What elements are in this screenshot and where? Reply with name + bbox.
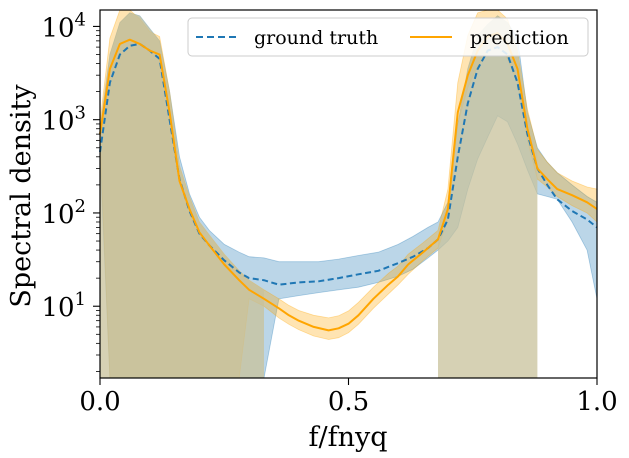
line-prediction [99,32,598,332]
y-tick-label: 102 [41,196,86,230]
series-lines [99,32,598,332]
y-axis-label: Spectral density [6,84,37,308]
uncertainty-bands [99,9,598,379]
y-axis-ticks: 101 102 103 104 [41,9,100,372]
x-axis-label: f/fnyq [308,422,387,453]
legend-box [187,17,589,57]
x-axis-ticks: 0.0 0.5 1.0 [79,378,618,417]
x-tick-label: 1.0 [576,387,617,417]
legend-label-ground-truth: ground truth [254,27,378,49]
y-tick-label: 103 [41,103,86,137]
background-region-1 [438,15,538,379]
x-tick-label: 0.0 [79,387,120,417]
line-ground-truth [99,42,598,286]
x-tick-label: 0.5 [328,387,369,417]
legend: ground truth prediction [187,17,589,57]
y-tick-label: 104 [41,9,86,43]
legend-label-prediction: prediction [470,27,569,49]
y-tick-label: 101 [41,289,86,323]
background-region-0 [100,12,264,379]
